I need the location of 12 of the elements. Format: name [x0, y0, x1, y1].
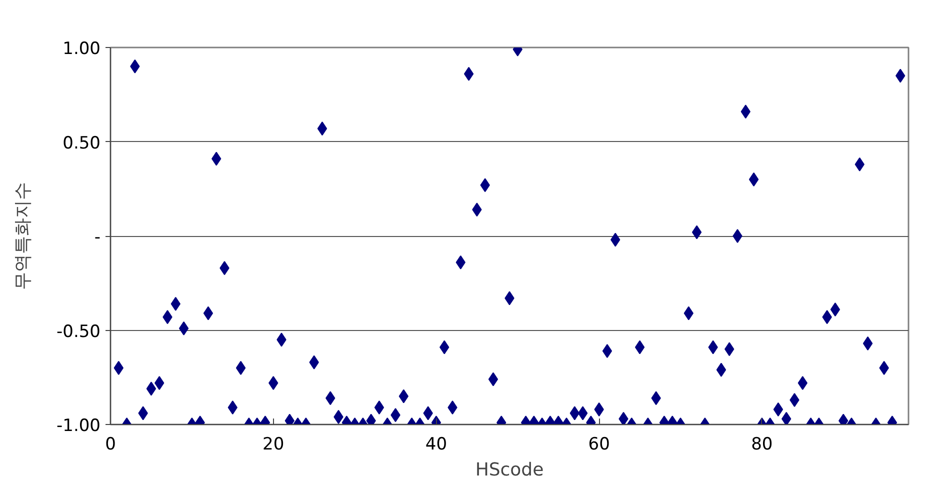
y-tick-label: 1.00	[62, 39, 101, 59]
x-tick-label: 40	[425, 434, 448, 454]
y-tick-label: 0.50	[62, 133, 101, 154]
x-tick-label: 20	[262, 434, 284, 454]
y-axis-title: 무역특화지수	[12, 182, 34, 290]
x-tick-label: 60	[588, 434, 610, 454]
x-axis-title: HScode	[475, 460, 544, 480]
y-tick-label: -0.50	[56, 322, 101, 342]
y-tick-label: -	[94, 228, 101, 248]
y-tick-label: -1.00	[56, 416, 101, 436]
x-tick-label: 80	[751, 434, 773, 454]
x-tick-label: 0	[105, 434, 116, 454]
